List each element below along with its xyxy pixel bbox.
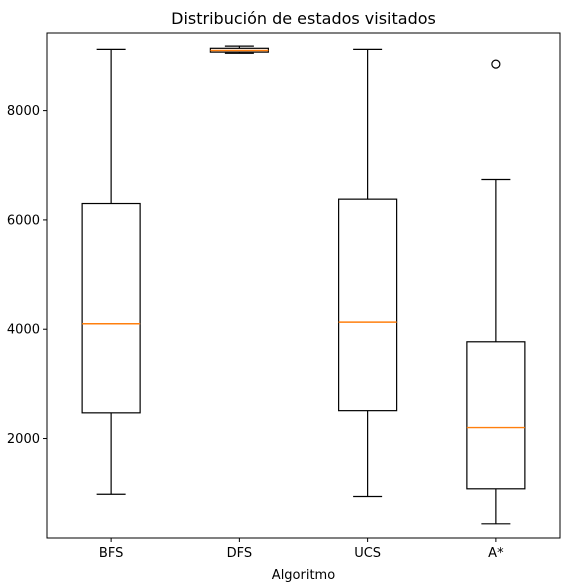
x-axis: BFS DFS UCS A* bbox=[99, 538, 504, 561]
box-group-1 bbox=[81, 48, 141, 495]
box-group-4 bbox=[466, 59, 526, 525]
box bbox=[81, 202, 141, 414]
outlier-point bbox=[491, 59, 501, 69]
box bbox=[466, 341, 526, 490]
y-tick-label: 8000 bbox=[7, 104, 40, 119]
x-tick-label: DFS bbox=[227, 546, 253, 561]
box-group-2 bbox=[209, 45, 269, 54]
plot-area bbox=[81, 45, 526, 525]
y-tick-label: 2000 bbox=[7, 432, 40, 447]
x-tick-label: UCS bbox=[354, 546, 381, 561]
y-axis: 2000 4000 6000 8000 bbox=[7, 104, 47, 447]
x-tick-label: BFS bbox=[99, 546, 123, 561]
chart-title: Distribución de estados visitados bbox=[171, 9, 436, 28]
plot-frame bbox=[46, 32, 561, 539]
box-group-3 bbox=[338, 48, 398, 498]
x-tick-label: A* bbox=[488, 546, 504, 561]
y-tick-label: 6000 bbox=[7, 213, 40, 228]
x-axis-label: Algoritmo bbox=[272, 568, 335, 583]
y-tick-label: 4000 bbox=[7, 323, 40, 338]
box bbox=[338, 198, 398, 412]
